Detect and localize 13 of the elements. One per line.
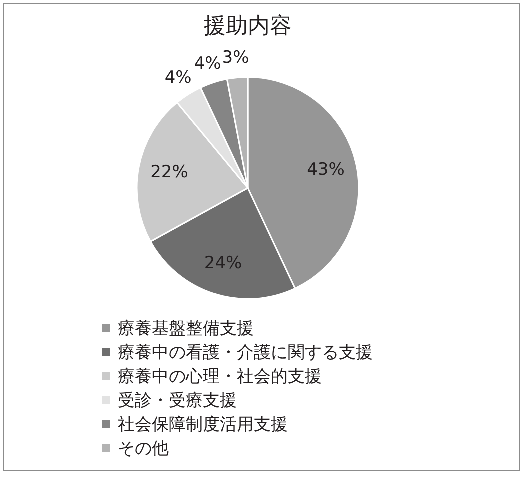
legend-label: 療養基盤整備支援 (118, 318, 254, 340)
legend-label: 受診・受療支援 (118, 390, 237, 412)
data-label: 3% (222, 48, 250, 68)
legend-label: 療養中の看護・介護に関する支援 (118, 342, 373, 364)
data-label: 43% (307, 160, 345, 180)
legend-label: その他 (118, 438, 169, 460)
data-label: 4% (164, 68, 192, 88)
data-label: 4% (194, 54, 222, 74)
legend-label: 社会保障制度活用支援 (118, 414, 288, 436)
chart-title: 援助内容 (204, 14, 292, 39)
legend-label: 療養中の心理・社会的支援 (118, 366, 322, 388)
data-label: 22% (150, 162, 188, 183)
data-label: 24% (204, 254, 242, 274)
